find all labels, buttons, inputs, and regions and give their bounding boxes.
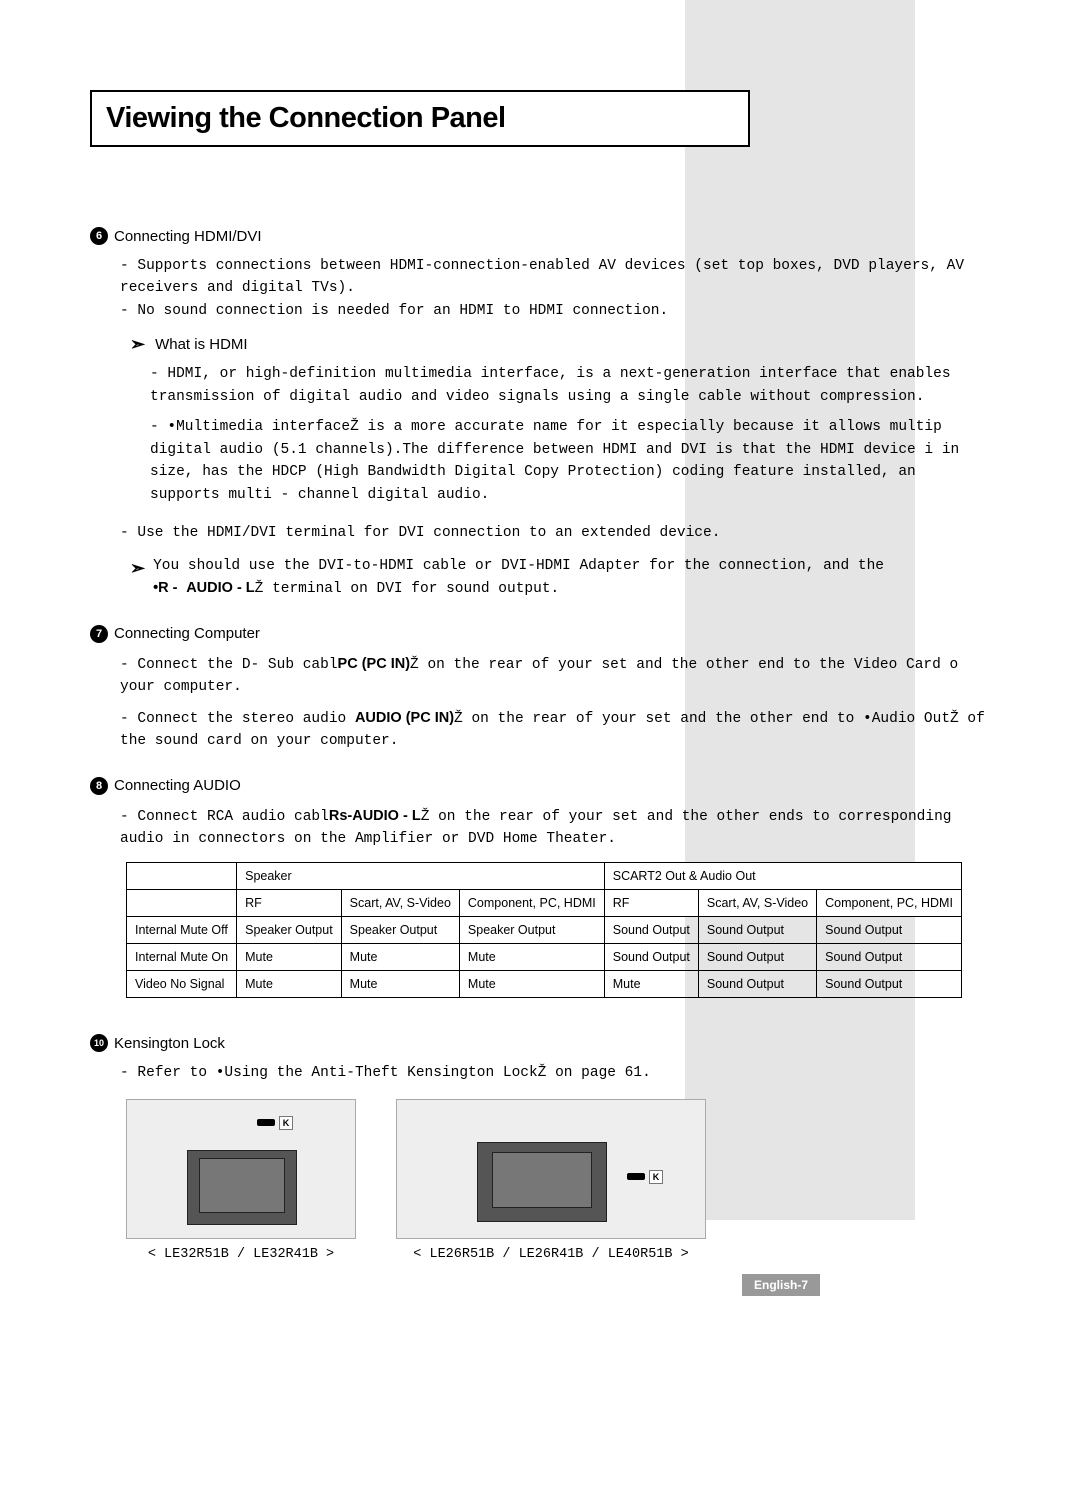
page-title-box: Viewing the Connection Panel (90, 90, 750, 147)
section-number-10-icon: 10 (90, 1034, 108, 1052)
table-cell: Component, PC, HDMI (459, 890, 604, 917)
tv-screen-icon (492, 1152, 592, 1208)
table-cell: Scart, AV, S-Video (698, 890, 816, 917)
body-text: - Use the HDMI/DVI terminal for DVI conn… (120, 522, 990, 544)
lock-slot-icon (257, 1119, 275, 1126)
table-cell: RF (604, 890, 698, 917)
table-cell: Speaker Output (237, 917, 342, 944)
page-content: Viewing the Connection Panel 6 Connectin… (0, 0, 1080, 1326)
section-number-6-icon: 6 (90, 227, 108, 245)
section-audio: 8 Connecting AUDIO - Connect RCA audio c… (90, 777, 990, 999)
table-cell: Mute (341, 944, 459, 971)
note-row: ➣ You should use the DVI-to-HDMI cable o… (130, 555, 990, 601)
table-cell: Mute (237, 944, 342, 971)
table-cell: Scart, AV, S-Video (341, 890, 459, 917)
lock-slot-icon (627, 1173, 645, 1180)
text: Ž terminal on DVI for sound output. (255, 581, 560, 597)
table-cell: Mute (341, 971, 459, 998)
table-cell: Speaker (237, 863, 605, 890)
diagram-2: K < LE26R51B / LE26R41B / LE40R51B > (396, 1099, 706, 1262)
tv-back-diagram: K (126, 1099, 356, 1239)
text: - Connect RCA audio cabl (120, 809, 329, 825)
text: You should use the DVI-to-HDMI cable or … (153, 558, 884, 574)
section-title: Connecting AUDIO (114, 777, 241, 794)
table-cell: Sound Output (698, 917, 816, 944)
bold-text: •R - (153, 580, 177, 596)
table-cell: Mute (604, 971, 698, 998)
body-text: - Connect RCA audio cablRs-AUDIO - LŽ on… (120, 805, 990, 851)
table-row: Internal Mute On Mute Mute Mute Sound Ou… (127, 944, 962, 971)
table-cell: SCART2 Out & Audio Out (604, 863, 961, 890)
body-text: - Connect the stereo audio AUDIO (PC IN)… (120, 707, 990, 753)
section-title: Connecting HDMI/DVI (114, 228, 262, 245)
body-text: - Connect the D- Sub cablPC (PC IN)Ž on … (120, 653, 990, 699)
table-cell: RF (237, 890, 342, 917)
k-badge-icon: K (279, 1116, 293, 1130)
table-cell: Sound Output (698, 971, 816, 998)
diagram-1: K < LE32R51B / LE32R41B > (126, 1099, 356, 1262)
table-cell: Internal Mute Off (127, 917, 237, 944)
table-cell: Internal Mute On (127, 944, 237, 971)
bold-text: AUDIO - L (186, 580, 254, 596)
bold-text: AUDIO - L (352, 808, 420, 824)
table-cell: Component, PC, HDMI (817, 890, 962, 917)
kensington-diagrams: K < LE32R51B / LE32R41B > K < LE26R51B / (126, 1099, 990, 1262)
body-text: You should use the DVI-to-HDMI cable or … (153, 555, 884, 601)
tv-back-diagram: K (396, 1099, 706, 1239)
table-cell: Video No Signal (127, 971, 237, 998)
table-header-group: Speaker SCART2 Out & Audio Out (127, 863, 962, 890)
table-cell: Mute (237, 971, 342, 998)
table-cell: Sound Output (817, 917, 962, 944)
table-cell: Mute (459, 944, 604, 971)
body-text: - Supports connections between HDMI-conn… (120, 255, 990, 300)
table-cell: Sound Output (817, 971, 962, 998)
table-header-row: RF Scart, AV, S-Video Component, PC, HDM… (127, 890, 962, 917)
subheading-label: What is HDMI (155, 336, 248, 353)
section-title: Kensington Lock (114, 1035, 225, 1052)
body-text: - •Multimedia interfaceŽ is a more accur… (150, 416, 990, 506)
table-row: Internal Mute Off Speaker Output Speaker… (127, 917, 962, 944)
table-cell: Speaker Output (459, 917, 604, 944)
table-cell: Mute (459, 971, 604, 998)
table-cell: Speaker Output (341, 917, 459, 944)
kensington-lock-icon: K (627, 1170, 663, 1184)
subheading-what-is-hdmi: ➣ What is HDMI (130, 334, 990, 355)
page-title: Viewing the Connection Panel (106, 102, 734, 135)
table-cell: Sound Output (698, 944, 816, 971)
body-text: - Refer to •Using the Anti-Theft Kensing… (120, 1062, 990, 1084)
arrow-icon: ➣ (130, 555, 145, 601)
body-text: - HDMI, or high-definition multimedia in… (150, 363, 990, 408)
text: - Connect the D- Sub cabl (120, 657, 338, 673)
section-computer: 7 Connecting Computer - Connect the D- S… (90, 625, 990, 753)
text: - Connect the stereo audio (120, 711, 355, 727)
table-cell: Sound Output (604, 944, 698, 971)
bold-text: PC (PC IN) (338, 656, 411, 672)
table-cell: Sound Output (817, 944, 962, 971)
k-badge-icon: K (649, 1170, 663, 1184)
body-text: - No sound connection is needed for an H… (120, 300, 990, 322)
diagram-caption: < LE26R51B / LE26R41B / LE40R51B > (396, 1247, 706, 1262)
table-cell: Sound Output (604, 917, 698, 944)
section-title: Connecting Computer (114, 625, 260, 642)
table-row: Video No Signal Mute Mute Mute Mute Soun… (127, 971, 962, 998)
section-hdmi: 6 Connecting HDMI/DVI - Supports connect… (90, 227, 990, 601)
table-cell (127, 890, 237, 917)
section-number-8-icon: 8 (90, 777, 108, 795)
arrow-icon: ➣ (130, 334, 145, 355)
table-cell (127, 863, 237, 890)
section-kensington: 10 Kensington Lock - Refer to •Using the… (90, 1034, 990, 1261)
kensington-lock-icon: K (257, 1116, 293, 1130)
bold-text: Rs- (329, 808, 352, 824)
section-number-7-icon: 7 (90, 625, 108, 643)
audio-output-table: Speaker SCART2 Out & Audio Out RF Scart,… (126, 862, 962, 998)
diagram-caption: < LE32R51B / LE32R41B > (126, 1247, 356, 1262)
tv-screen-icon (199, 1158, 285, 1213)
bold-text: AUDIO (PC IN) (355, 710, 454, 726)
